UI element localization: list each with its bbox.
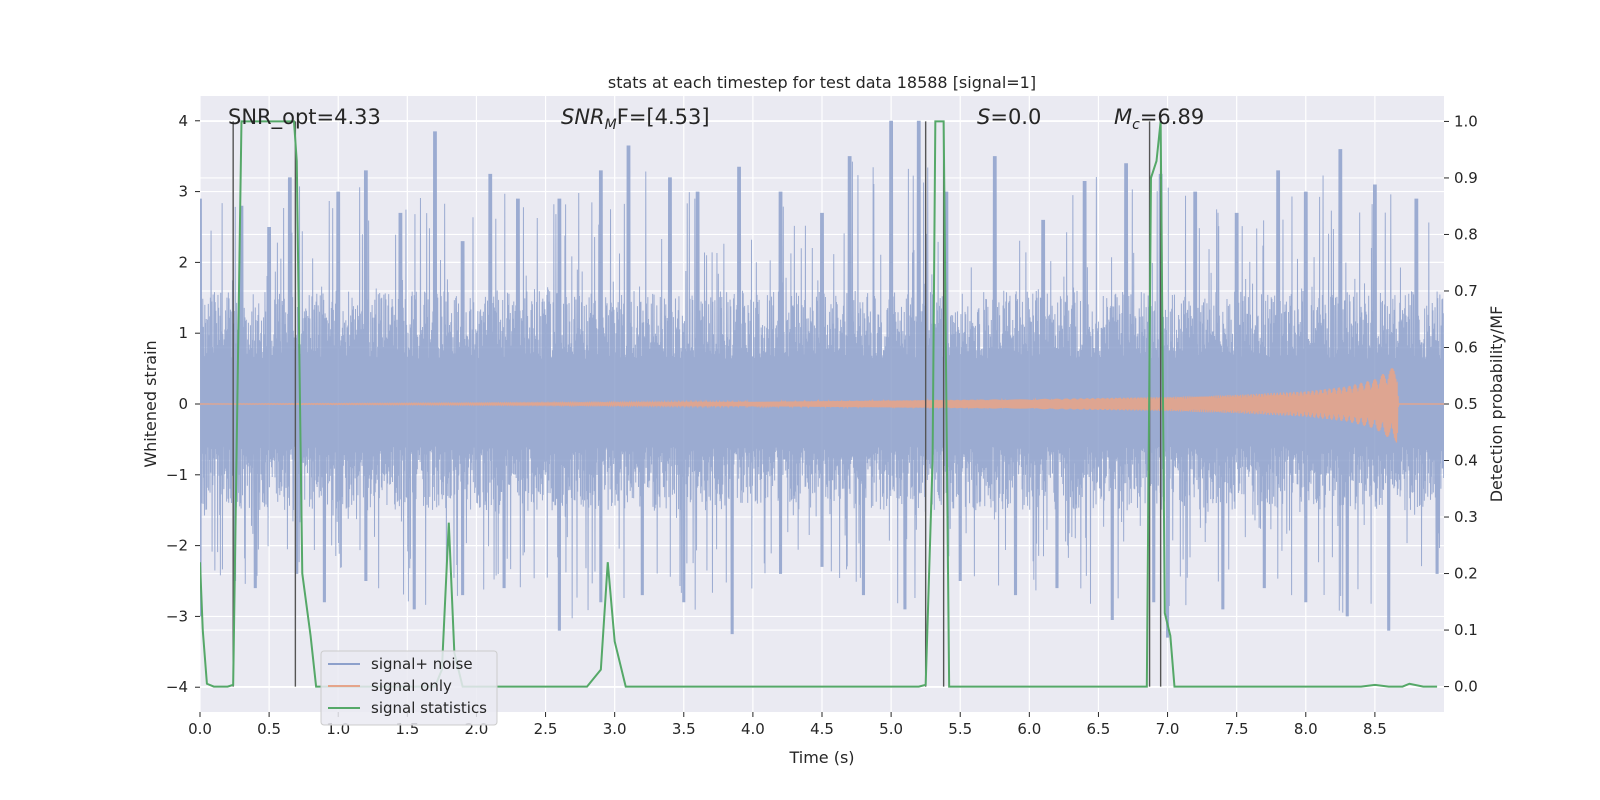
- left-y-tick-label: 4: [178, 112, 188, 130]
- left-y-tick-label: 0: [178, 395, 188, 413]
- left-y-tick-label: −3: [166, 607, 188, 625]
- x-tick-label: 6.0: [1017, 720, 1041, 738]
- x-tick-label: 2.5: [534, 720, 558, 738]
- x-axis-ticks: 0.0 0.5 1.0 1.5 2.0 2.5 3.0 3.5 4.0 4.5 5.0 5.5 6.0 6…: [188, 712, 1387, 738]
- annotation-mc: Mc=6.89: [1114, 105, 1204, 133]
- annotation-s-name: S: [977, 105, 990, 129]
- x-tick-label: 3.5: [672, 720, 696, 738]
- right-y-tick-label: 0.4: [1454, 452, 1478, 470]
- left-y-tick-label: −4: [166, 678, 188, 696]
- right-y-tick-label: 0.0: [1454, 678, 1478, 696]
- x-axis-label: Time (s): [788, 748, 854, 767]
- annotation-snr-mf-rest: F=[4.53]: [617, 105, 710, 129]
- chart-title: stats at each timestep for test data 185…: [608, 73, 1036, 92]
- left-y-tick-label: −2: [166, 537, 188, 555]
- right-y-tick-label: 0.7: [1454, 282, 1478, 300]
- series-signal-only-line: [200, 368, 1444, 443]
- annotation-mc-name: M: [1114, 105, 1132, 129]
- left-y-axis-ticks: 4 3 2 1 0 −1 −2 −3 −4: [166, 112, 200, 696]
- legend: signal+ noise signal only signal statist…: [320, 650, 498, 726]
- right-y-tick-label: 0.8: [1454, 225, 1478, 243]
- x-tick-label: 4.5: [810, 720, 834, 738]
- legend-box: [320, 650, 498, 726]
- annotation-snr-mf-sub: M: [605, 117, 617, 133]
- legend-label-signal-noise: signal+ noise: [371, 655, 473, 673]
- right-y-tick-label: 0.6: [1454, 338, 1478, 356]
- x-tick-label: 0.0: [188, 720, 212, 738]
- left-y-tick-label: −1: [166, 466, 188, 484]
- x-tick-label: 7.5: [1225, 720, 1249, 738]
- right-y-axis-ticks: 1.0 0.9 0.8 0.7 0.6 0.5 0.4 0.3 0.2 0.1 0.0: [1444, 112, 1478, 696]
- x-tick-label: 8.0: [1294, 720, 1318, 738]
- annotation-snr-opt: SNR_opt=4.33: [228, 105, 381, 130]
- annotation-snr-mf-name: SNR: [561, 105, 605, 129]
- x-tick-label: 6.5: [1087, 720, 1111, 738]
- right-y-tick-label: 0.9: [1454, 169, 1478, 187]
- left-y-axis-label: Whitened strain: [141, 340, 160, 467]
- series-signal-noise-line: [200, 120, 1444, 638]
- right-y-axis-label: Detection probability/MF: [1487, 306, 1506, 503]
- x-tick-label: 3.0: [603, 720, 627, 738]
- right-y-tick-label: 0.1: [1454, 621, 1478, 639]
- series-signal-statistics-line: [200, 120, 1438, 688]
- annotation-mc-rest: =6.89: [1140, 105, 1204, 129]
- x-tick-label: 5.0: [879, 720, 903, 738]
- x-tick-label: 8.5: [1363, 720, 1387, 738]
- series-layer: [200, 120, 1444, 688]
- left-y-tick-label: 1: [178, 324, 188, 342]
- right-y-tick-label: 0.2: [1454, 565, 1478, 583]
- annotation-s-rest: =0.0: [990, 105, 1041, 129]
- x-tick-label: 7.0: [1156, 720, 1180, 738]
- right-y-tick-label: 0.3: [1454, 508, 1478, 526]
- x-tick-label: 0.5: [257, 720, 281, 738]
- annotation-s: S=0.0: [977, 105, 1041, 129]
- annotation-mc-sub: c: [1132, 117, 1140, 133]
- legend-label-signal-statistics: signal statistics: [371, 699, 487, 717]
- x-tick-label: 5.5: [948, 720, 972, 738]
- x-tick-label: 4.0: [741, 720, 765, 738]
- left-y-tick-label: 3: [178, 183, 188, 201]
- legend-label-signal-only: signal only: [371, 677, 452, 695]
- right-y-tick-label: 1.0: [1454, 112, 1478, 130]
- left-y-tick-label: 2: [178, 253, 188, 271]
- right-y-tick-label: 0.5: [1454, 395, 1478, 413]
- annotation-snr-mf: SNRMF=[4.53]: [561, 105, 710, 133]
